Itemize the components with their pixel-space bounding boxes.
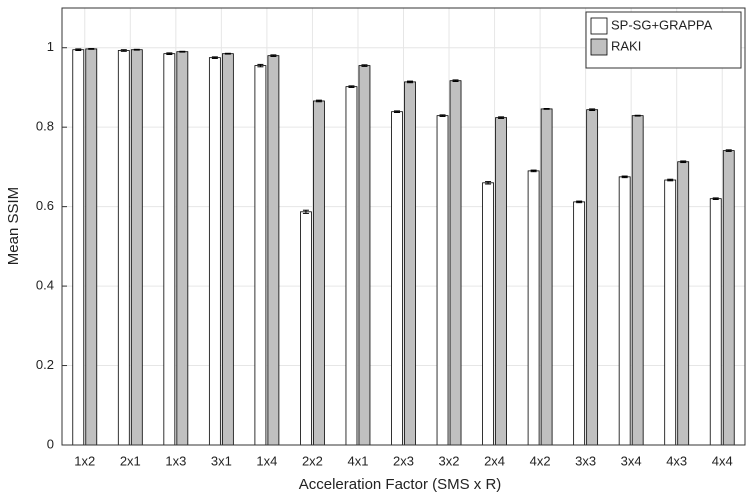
error-bar — [211, 56, 218, 59]
bar — [85, 48, 98, 446]
error-bar — [315, 99, 322, 103]
bar — [176, 51, 189, 446]
bar — [573, 201, 586, 446]
error-bar — [543, 108, 550, 110]
y-tick-label: 0 — [47, 436, 54, 451]
error-bar — [120, 49, 127, 52]
y-tick-label: 0.4 — [36, 278, 54, 293]
error-bar — [725, 149, 732, 152]
bar — [495, 117, 507, 446]
bar — [540, 108, 553, 446]
bar — [618, 176, 631, 446]
error-bar — [407, 80, 413, 84]
bar — [586, 109, 599, 446]
bar — [221, 53, 234, 446]
bar — [117, 50, 130, 446]
bar — [482, 182, 494, 446]
error-bar — [667, 178, 674, 182]
legend-label: SP-SG+GRAPPA — [611, 17, 713, 32]
x-tick-label: 3x3 — [575, 453, 596, 468]
error-bar — [302, 209, 309, 214]
x-tick-label: 2x3 — [393, 453, 414, 468]
bar — [391, 111, 403, 446]
x-tick-label: 2x4 — [484, 453, 505, 468]
bar — [345, 86, 358, 446]
error-bar — [530, 169, 537, 173]
error-bar — [439, 114, 446, 117]
error-bar — [179, 50, 186, 53]
error-bar — [680, 160, 687, 164]
bar — [130, 49, 143, 446]
legend-box — [585, 11, 742, 69]
error-bar — [361, 64, 368, 67]
bar — [631, 115, 644, 446]
y-tick-label: 1 — [47, 39, 54, 54]
bar — [722, 150, 735, 446]
x-tick-label: 2x1 — [120, 453, 141, 468]
bar — [313, 100, 325, 446]
legend-swatch — [590, 17, 608, 35]
error-bar — [394, 110, 400, 113]
legend-label: RAKI — [611, 38, 641, 53]
bar — [677, 161, 690, 446]
bar — [208, 57, 221, 446]
x-tick-label: 4x1 — [347, 453, 368, 468]
bar — [527, 170, 540, 446]
y-tick-label: 0.2 — [36, 357, 54, 372]
error-bar — [452, 79, 459, 82]
bar — [163, 53, 176, 446]
error-bar — [88, 48, 95, 50]
error-bar — [634, 114, 641, 117]
x-tick-label: 4x2 — [530, 453, 551, 468]
bar — [267, 55, 280, 446]
error-bar — [133, 48, 140, 51]
x-tick-label: 1x2 — [74, 453, 95, 468]
y-axis-label: Mean SSIM — [5, 187, 22, 265]
bar — [300, 211, 312, 446]
error-bar — [348, 85, 355, 88]
x-tick-label: 2x2 — [302, 453, 323, 468]
error-bar — [270, 54, 277, 57]
error-bar — [498, 116, 505, 119]
error-bar — [485, 181, 492, 185]
x-tick-label: 3x2 — [439, 453, 460, 468]
bar — [254, 65, 267, 446]
error-bar — [75, 48, 82, 52]
bar — [358, 65, 371, 446]
error-bar — [166, 52, 173, 55]
x-axis-label: Acceleration Factor (SMS x R) — [299, 476, 502, 493]
plot-frame — [61, 7, 746, 446]
bar — [664, 179, 677, 446]
y-tick-label: 0.8 — [36, 119, 54, 134]
x-tick-label: 1x3 — [165, 453, 186, 468]
y-tick-label: 0.6 — [36, 198, 54, 213]
error-bar — [224, 52, 231, 55]
error-bar — [712, 197, 719, 200]
x-tick-label: 1x4 — [256, 453, 277, 468]
error-bar — [621, 175, 628, 179]
bar — [404, 81, 416, 446]
error-bar — [576, 200, 583, 204]
error-bar — [257, 63, 264, 68]
bar — [436, 115, 449, 446]
error-bar — [589, 108, 596, 111]
legend-swatch — [590, 38, 608, 56]
x-tick-label: 4x3 — [666, 453, 687, 468]
x-tick-label: 4x4 — [712, 453, 733, 468]
bar — [709, 198, 722, 446]
bar — [72, 49, 85, 446]
bar — [449, 80, 462, 446]
x-tick-label: 3x1 — [211, 453, 232, 468]
x-tick-label: 3x4 — [621, 453, 642, 468]
